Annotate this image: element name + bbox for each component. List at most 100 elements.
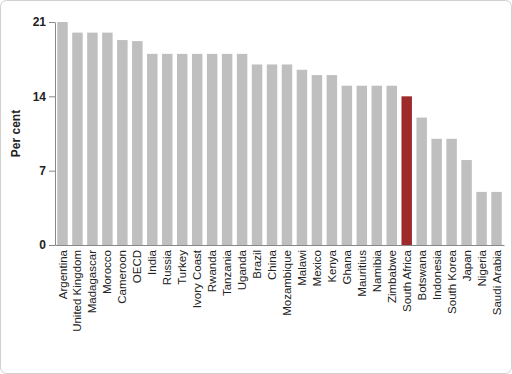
x-tick: Ivory Coast bbox=[191, 245, 203, 308]
bar bbox=[252, 64, 262, 245]
x-axis: ArgentinaUnited KingdomMadagascarMorocco… bbox=[56, 245, 505, 332]
x-tick: Zimbabwe bbox=[386, 245, 398, 303]
x-tick-label: India bbox=[146, 249, 158, 275]
bar bbox=[446, 139, 456, 245]
x-tick-label: Morocco bbox=[101, 250, 113, 294]
x-tick-label: Mexico bbox=[311, 250, 323, 286]
x-tick-label: Namibia bbox=[371, 249, 383, 292]
bar bbox=[491, 192, 501, 245]
x-tick: Nigeria bbox=[476, 245, 488, 286]
x-tick-label: Russia bbox=[161, 249, 173, 285]
bar bbox=[416, 118, 426, 245]
bar bbox=[282, 64, 292, 245]
bar bbox=[267, 64, 277, 245]
x-tick: Mauritius bbox=[356, 245, 368, 297]
x-tick-label: Tanzania bbox=[221, 249, 233, 296]
x-tick-label: Argentina bbox=[57, 249, 69, 299]
bar bbox=[461, 160, 471, 245]
bar bbox=[177, 54, 187, 245]
bar bbox=[57, 22, 67, 245]
bar bbox=[132, 41, 142, 245]
y-tick-mark bbox=[49, 96, 55, 97]
x-tick-label: Rwanda bbox=[206, 249, 218, 292]
x-tick: Namibia bbox=[371, 245, 383, 292]
x-tick-label: Nigeria bbox=[476, 249, 488, 286]
bar bbox=[192, 54, 202, 245]
y-tick-label: 21 bbox=[33, 15, 47, 29]
x-tick: Ghana bbox=[341, 245, 353, 285]
x-tick-label: Brazil bbox=[251, 250, 263, 279]
x-tick: Malawi bbox=[296, 245, 308, 286]
x-tick-label: United Kingdom bbox=[71, 250, 83, 332]
x-tick: Botswana bbox=[416, 245, 428, 301]
y-tick-label: 14 bbox=[33, 90, 47, 104]
bar bbox=[312, 75, 322, 245]
bar bbox=[72, 33, 82, 245]
y-tick: 7 bbox=[39, 164, 55, 178]
bar bbox=[327, 75, 337, 245]
y-tick: 21 bbox=[33, 15, 55, 29]
y-tick: 0 bbox=[39, 238, 55, 252]
bar bbox=[117, 40, 127, 245]
x-tick: Russia bbox=[161, 245, 173, 285]
bar bbox=[357, 86, 367, 245]
plot: 071421ArgentinaUnited KingdomMadagascarM… bbox=[33, 15, 505, 331]
x-tick-label: Mauritius bbox=[356, 250, 368, 297]
x-tick: Saudi Arabia bbox=[491, 245, 503, 315]
x-tick: Brazil bbox=[251, 245, 263, 279]
x-tick: South Africa bbox=[401, 245, 413, 312]
x-tick-label: Zimbabwe bbox=[386, 250, 398, 303]
bar bbox=[147, 54, 157, 245]
x-tick: Mozambique bbox=[281, 245, 293, 316]
x-tick-label: Uganda bbox=[236, 249, 248, 290]
x-tick: OECD bbox=[131, 245, 143, 283]
x-tick-label: Malawi bbox=[296, 250, 308, 286]
bar bbox=[297, 70, 307, 245]
bar bbox=[222, 54, 232, 245]
x-tick: Morocco bbox=[101, 245, 113, 294]
y-axis-title: Per cent bbox=[9, 110, 23, 157]
x-tick: Mexico bbox=[311, 245, 323, 286]
x-tick: Argentina bbox=[57, 245, 69, 299]
y-tick-mark bbox=[49, 245, 55, 246]
x-tick-label: Japan bbox=[461, 250, 473, 281]
x-tick-label: China bbox=[266, 249, 278, 280]
x-tick-label: South Korea bbox=[446, 249, 458, 314]
bar bbox=[207, 54, 217, 245]
x-tick: Indonesia bbox=[431, 245, 443, 300]
x-tick: Rwanda bbox=[206, 245, 218, 292]
x-tick: Cameroon bbox=[116, 245, 128, 304]
bar bbox=[401, 96, 411, 245]
chart: 071421ArgentinaUnited KingdomMadagascarM… bbox=[0, 0, 512, 374]
x-tick-label: Ivory Coast bbox=[191, 249, 203, 308]
x-tick: India bbox=[146, 245, 158, 275]
y-axis-line bbox=[55, 23, 56, 246]
bar bbox=[87, 33, 97, 245]
bars bbox=[57, 22, 502, 245]
x-tick-label: Kenya bbox=[326, 249, 338, 282]
x-tick-label: Botswana bbox=[416, 249, 428, 300]
x-tick: Madagascar bbox=[86, 245, 98, 313]
y-tick: 14 bbox=[33, 90, 55, 104]
bar bbox=[342, 86, 352, 245]
bar bbox=[476, 192, 486, 245]
bar bbox=[102, 33, 112, 245]
x-tick: Uganda bbox=[236, 245, 248, 290]
x-tick-label: Indonesia bbox=[431, 249, 443, 299]
x-tick: Turkey bbox=[176, 245, 188, 285]
x-tick: Tanzania bbox=[221, 245, 233, 296]
x-tick: China bbox=[266, 245, 278, 280]
y-tick-label: 7 bbox=[39, 164, 46, 178]
x-tick: Japan bbox=[461, 245, 473, 281]
x-tick-label: Ghana bbox=[341, 249, 353, 284]
bar bbox=[387, 86, 397, 245]
x-tick-label: Saudi Arabia bbox=[491, 249, 503, 315]
x-axis-line bbox=[56, 245, 505, 246]
x-tick-label: Madagascar bbox=[86, 250, 98, 313]
x-tick: Kenya bbox=[326, 245, 338, 283]
x-tick-label: South Africa bbox=[401, 249, 413, 312]
frame bbox=[1, 1, 512, 374]
x-tick: United Kingdom bbox=[71, 245, 83, 332]
y-tick-label: 0 bbox=[39, 238, 46, 252]
bar bbox=[237, 54, 247, 245]
